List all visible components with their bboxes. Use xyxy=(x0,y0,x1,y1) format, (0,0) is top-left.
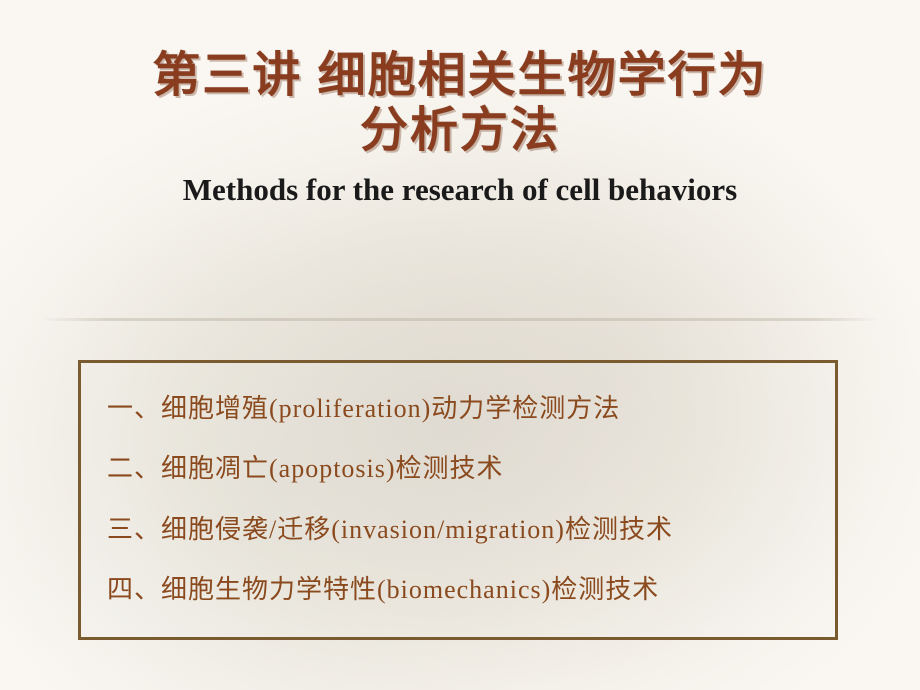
content-box: 一、细胞增殖(proliferation)动力学检测方法 二、细胞凋亡(apop… xyxy=(78,360,838,640)
title-line-1: 第三讲 细胞相关生物学行为 xyxy=(152,49,767,102)
slide-title: 第三讲 细胞相关生物学行为 分析方法 xyxy=(0,48,920,158)
list-item: 四、细胞生物力学特性(biomechanics)检测技术 xyxy=(107,572,809,608)
title-block: 第三讲 细胞相关生物学行为 分析方法 Methods for the resea… xyxy=(0,48,920,208)
list-item: 一、细胞增殖(proliferation)动力学检测方法 xyxy=(107,391,809,427)
list-item: 三、细胞侵袭/迁移(invasion/migration)检测技术 xyxy=(107,512,809,548)
slide-subtitle: Methods for the research of cell behavio… xyxy=(0,172,920,208)
list-item: 二、细胞凋亡(apoptosis)检测技术 xyxy=(107,451,809,487)
slide: 第三讲 细胞相关生物学行为 分析方法 Methods for the resea… xyxy=(0,0,920,690)
title-line-2: 分析方法 xyxy=(360,104,560,157)
horizontal-divider xyxy=(40,318,880,321)
